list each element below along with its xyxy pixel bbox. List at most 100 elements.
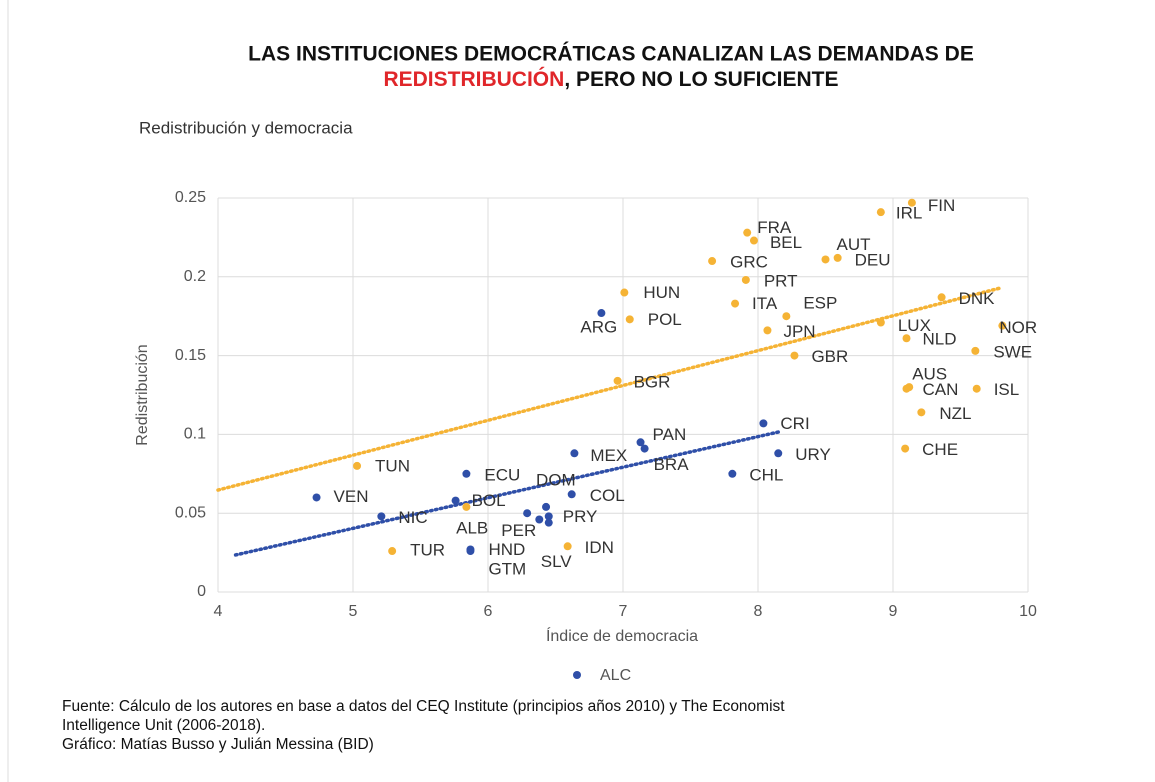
point [388,547,397,556]
point [620,288,629,297]
point [731,299,740,308]
point-label: CHE [922,440,958,459]
point-label: VEN [334,487,369,506]
x-tick-label: 5 [349,603,358,620]
source-line: Gráfico: Matías Busso y Julián Messina (… [62,736,374,753]
y-tick-label: 0.2 [184,268,206,285]
point-label: CAN [923,380,959,399]
y-tick-label: 0.15 [175,347,206,364]
point [613,376,622,385]
point-label: ALB [456,519,488,538]
point [542,502,551,511]
point [998,321,1007,330]
point-label: FIN [928,196,955,215]
point-label: BRA [654,455,690,474]
point [821,255,830,264]
x-tick-label: 8 [754,603,763,620]
point [523,509,532,518]
point-label: AUS [912,365,947,384]
point [901,444,910,453]
point-label: PRY [563,507,598,526]
point-label: COL [590,486,625,505]
point-label: DEU [855,250,891,269]
point [917,408,926,417]
point [312,493,321,502]
point-label: GTM [488,560,526,579]
point [451,496,460,505]
point-label: IRL [896,204,922,223]
point-label: PER [501,521,536,540]
point-label: AUT [837,235,871,254]
point-label: ARG [580,318,617,337]
x-tick-label: 10 [1019,603,1037,620]
y-tick-label: 0.1 [184,426,206,443]
point-label: NZL [939,404,971,423]
x-tick-label: 4 [214,603,223,620]
x-tick-label: 9 [889,603,898,620]
point [971,346,980,355]
point-label: SLV [541,552,573,571]
point [570,449,579,458]
point [876,208,885,217]
point-label: ISL [994,380,1020,399]
point [902,334,911,343]
point [907,198,916,207]
point [462,469,471,478]
title-line1: LAS INSTITUCIONES DEMOCRÁTICAS CANALIZAN… [248,43,974,66]
point-label: GRC [730,253,768,272]
point-label: ITA [752,294,778,313]
point-label: BEL [770,233,802,252]
x-tick-label: 6 [484,603,493,620]
point-label: ECU [484,465,520,484]
point-label: SWE [993,342,1032,361]
point-label: TUN [375,456,410,475]
title-rest: , PERO NO LO SUFICIENTE [564,68,838,91]
point-label: PAN [653,425,687,444]
point [625,315,634,324]
point [636,438,645,447]
source-line: Fuente: Cálculo de los autores en base a… [62,698,785,715]
point-label: NLD [923,330,957,349]
y-tick-label: 0.25 [175,189,206,206]
y-tick-label: 0.05 [175,504,206,521]
title-highlight: REDISTRIBUCIÓN [383,67,564,91]
subtitle: Redistribución y democracia [139,118,353,137]
point-label: DOM [536,470,576,489]
point [902,384,911,393]
point-label: BGR [634,372,671,391]
point-label: MEX [590,446,627,465]
point [640,444,649,453]
point [377,512,386,521]
point [749,236,758,245]
title-line2: REDISTRIBUCIÓN, PERO NO LO SUFICIENTE [383,67,838,91]
point-label: GBR [811,347,848,366]
point [462,502,471,511]
point [972,384,981,393]
x-axis-label: Índice de democracia [546,626,698,645]
x-tick-label: 7 [619,603,628,620]
point-label: FRA [757,218,792,237]
point-label: HUN [643,283,680,302]
point-label: NOR [999,318,1037,337]
point [544,512,553,521]
point [567,490,576,499]
point-label: CHL [749,465,783,484]
point-label: LUX [898,316,931,335]
point [763,326,772,335]
point [544,518,553,527]
point-label: JPN [783,322,815,341]
point-label: POL [648,310,682,329]
trend-line [233,430,780,557]
point [790,351,799,360]
point-label: ESP [803,294,837,313]
point [833,253,842,262]
point-label: URY [795,445,831,464]
legend-label: ALC [600,667,631,684]
point [937,293,946,302]
point [728,469,737,478]
point-label: IDN [585,538,614,557]
y-axis-label: Redistribución [134,344,151,445]
y-tick-label: 0 [197,583,206,600]
point [353,461,362,470]
